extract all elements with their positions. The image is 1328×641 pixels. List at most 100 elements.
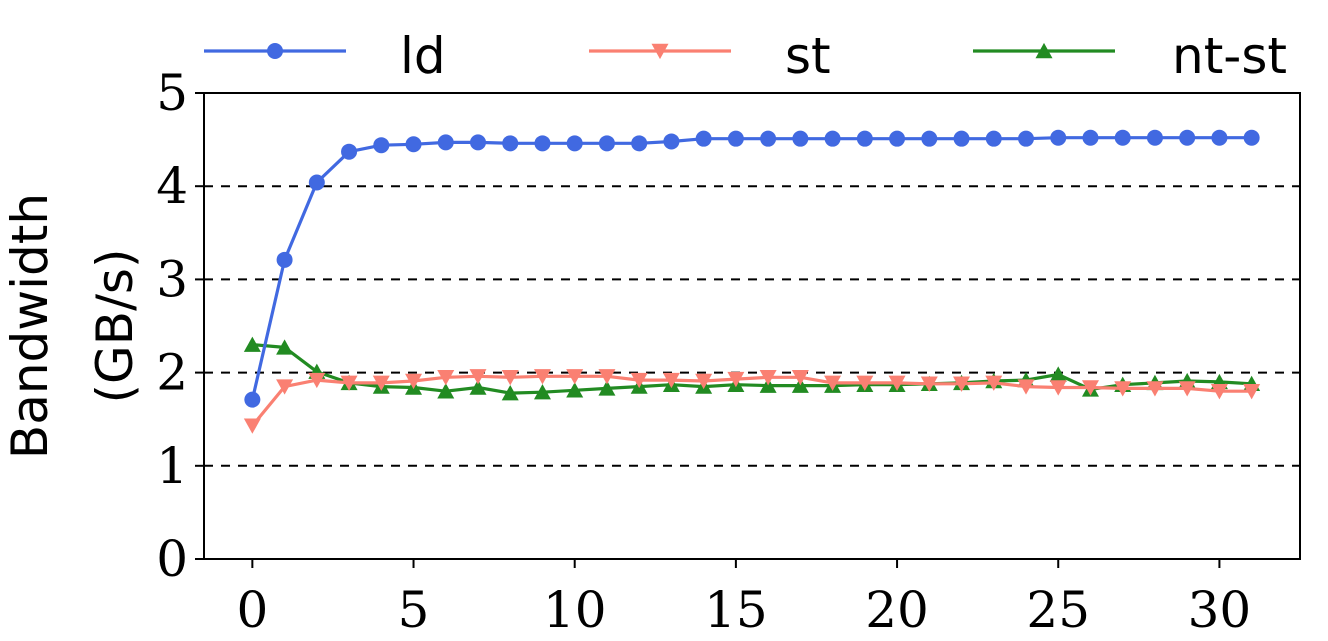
x-tick-label: 0 xyxy=(236,581,268,639)
data-point-ld xyxy=(953,130,970,147)
data-point-ld xyxy=(1050,129,1067,146)
legend: ld st nt-st xyxy=(204,27,1287,85)
gridlines xyxy=(204,185,1300,467)
data-point-st xyxy=(598,369,616,385)
data-point-ld xyxy=(921,130,938,147)
x-tick-label: 20 xyxy=(865,581,929,639)
series-ld xyxy=(244,129,1260,408)
legend-marker xyxy=(1035,42,1053,59)
data-point-ld xyxy=(1082,129,1099,146)
legend-label: nt-st xyxy=(1172,27,1287,85)
data-point-st xyxy=(1243,384,1261,400)
axes: 0 1 2 3 4 5 0 5 10 15 20 25 30 xyxy=(156,64,1251,639)
x-tick-label: 25 xyxy=(1026,581,1090,639)
data-point-st xyxy=(1049,380,1067,396)
data-point-nt-st xyxy=(566,382,584,398)
data-point-st xyxy=(1210,384,1228,400)
series-layer xyxy=(243,129,1261,434)
data-point-st xyxy=(759,370,777,386)
data-point-nt-st xyxy=(469,379,487,395)
data-point-ld xyxy=(244,391,261,408)
data-point-st xyxy=(791,370,809,386)
data-point-ld xyxy=(760,130,777,147)
y-axis-label-line-1: Bandwidth xyxy=(1,193,59,459)
legend-marker xyxy=(651,43,669,60)
y-axis-label-line-2: (GB/s) xyxy=(86,249,144,404)
legend-entry-ld: ld xyxy=(204,27,446,85)
data-point-st xyxy=(630,372,648,389)
y-tick-label: 5 xyxy=(156,64,188,122)
data-point-nt-st xyxy=(501,385,519,401)
data-point-st xyxy=(437,370,455,386)
data-point-ld xyxy=(598,135,615,152)
y-tick-label: 2 xyxy=(156,344,188,402)
data-point-ld xyxy=(1211,129,1228,146)
data-point-ld xyxy=(470,134,486,151)
data-point-ld xyxy=(276,251,293,268)
legend-marker xyxy=(267,43,283,59)
data-point-st xyxy=(372,375,390,391)
data-point-ld xyxy=(792,130,809,147)
legend-label: st xyxy=(785,27,831,85)
series-line-nt-st xyxy=(252,343,1252,395)
data-point-ld xyxy=(1179,129,1196,146)
data-point-st xyxy=(469,369,487,385)
series-st xyxy=(243,369,1261,434)
x-tick-label: 10 xyxy=(543,581,607,639)
data-point-nt-st xyxy=(276,339,294,355)
data-point-ld xyxy=(1018,130,1034,147)
data-point-ld xyxy=(341,143,358,160)
data-point-st xyxy=(533,369,551,385)
data-point-ld xyxy=(856,130,873,147)
data-point-st xyxy=(662,372,680,389)
data-point-st xyxy=(1114,381,1132,397)
data-point-st xyxy=(824,375,842,391)
data-point-ld xyxy=(534,135,551,152)
data-point-nt-st xyxy=(598,380,616,396)
data-point-st xyxy=(985,375,1003,391)
data-point-ld xyxy=(373,137,390,154)
series-line-st xyxy=(251,374,1252,427)
data-point-st xyxy=(920,376,938,392)
data-point-ld xyxy=(985,130,1002,147)
data-point-ld xyxy=(695,130,712,147)
data-point-ld xyxy=(727,130,744,147)
data-point-st xyxy=(1146,381,1164,397)
x-tick-label: 5 xyxy=(398,581,430,639)
data-point-ld xyxy=(663,133,680,150)
data-point-st xyxy=(405,373,423,390)
y-tick-label: 0 xyxy=(156,530,188,588)
data-point-nt-st xyxy=(437,383,455,399)
data-point-ld xyxy=(889,130,906,147)
data-point-st xyxy=(1017,379,1035,395)
data-point-ld xyxy=(631,135,648,152)
data-point-ld xyxy=(1114,129,1131,146)
data-point-nt-st xyxy=(1049,366,1067,382)
legend-label: ld xyxy=(400,27,446,85)
data-point-nt-st xyxy=(533,384,551,400)
data-point-st xyxy=(566,369,584,385)
x-tick-label: 15 xyxy=(704,581,768,639)
data-point-nt-st xyxy=(243,336,261,352)
y-tick-label: 3 xyxy=(156,250,188,308)
data-point-st xyxy=(727,371,745,388)
data-point-st xyxy=(243,418,261,434)
data-point-st xyxy=(501,370,519,386)
data-point-st xyxy=(1178,381,1196,397)
legend-entry-nt-st: nt-st xyxy=(973,27,1287,85)
data-point-ld xyxy=(824,130,841,147)
series-nt-st xyxy=(243,336,1261,401)
y-tick-label: 1 xyxy=(156,437,188,495)
x-tick-label: 30 xyxy=(1188,581,1252,639)
legend-entry-st: st xyxy=(589,27,831,85)
series-line-ld xyxy=(250,136,1252,400)
data-point-st xyxy=(888,375,906,391)
data-point-st xyxy=(1081,380,1099,396)
data-point-st xyxy=(308,372,326,389)
data-point-ld xyxy=(308,174,325,191)
data-point-ld xyxy=(502,135,519,152)
data-point-ld xyxy=(437,134,454,151)
plot-frame xyxy=(203,92,1301,560)
data-point-st xyxy=(340,375,358,391)
